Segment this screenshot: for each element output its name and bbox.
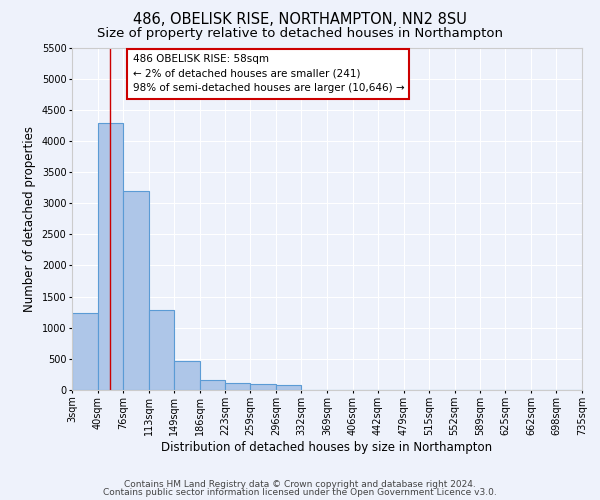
Bar: [199, 380, 225, 390]
Bar: [72, 313, 98, 390]
Bar: [276, 385, 301, 390]
Text: Contains HM Land Registry data © Crown copyright and database right 2024.: Contains HM Land Registry data © Crown c…: [124, 480, 476, 489]
Bar: [174, 362, 199, 390]
Bar: [149, 310, 174, 390]
Text: 486 OBELISK RISE: 58sqm
← 2% of detached houses are smaller (241)
98% of semi-de: 486 OBELISK RISE: 58sqm ← 2% of detached…: [133, 54, 404, 94]
X-axis label: Distribution of detached houses by size in Northampton: Distribution of detached houses by size …: [161, 440, 493, 454]
Bar: [123, 190, 149, 390]
Text: Contains public sector information licensed under the Open Government Licence v3: Contains public sector information licen…: [103, 488, 497, 497]
Text: Size of property relative to detached houses in Northampton: Size of property relative to detached ho…: [97, 28, 503, 40]
Bar: [250, 384, 276, 390]
Bar: [98, 124, 123, 390]
Y-axis label: Number of detached properties: Number of detached properties: [23, 126, 36, 312]
Text: 486, OBELISK RISE, NORTHAMPTON, NN2 8SU: 486, OBELISK RISE, NORTHAMPTON, NN2 8SU: [133, 12, 467, 28]
Bar: [225, 382, 250, 390]
